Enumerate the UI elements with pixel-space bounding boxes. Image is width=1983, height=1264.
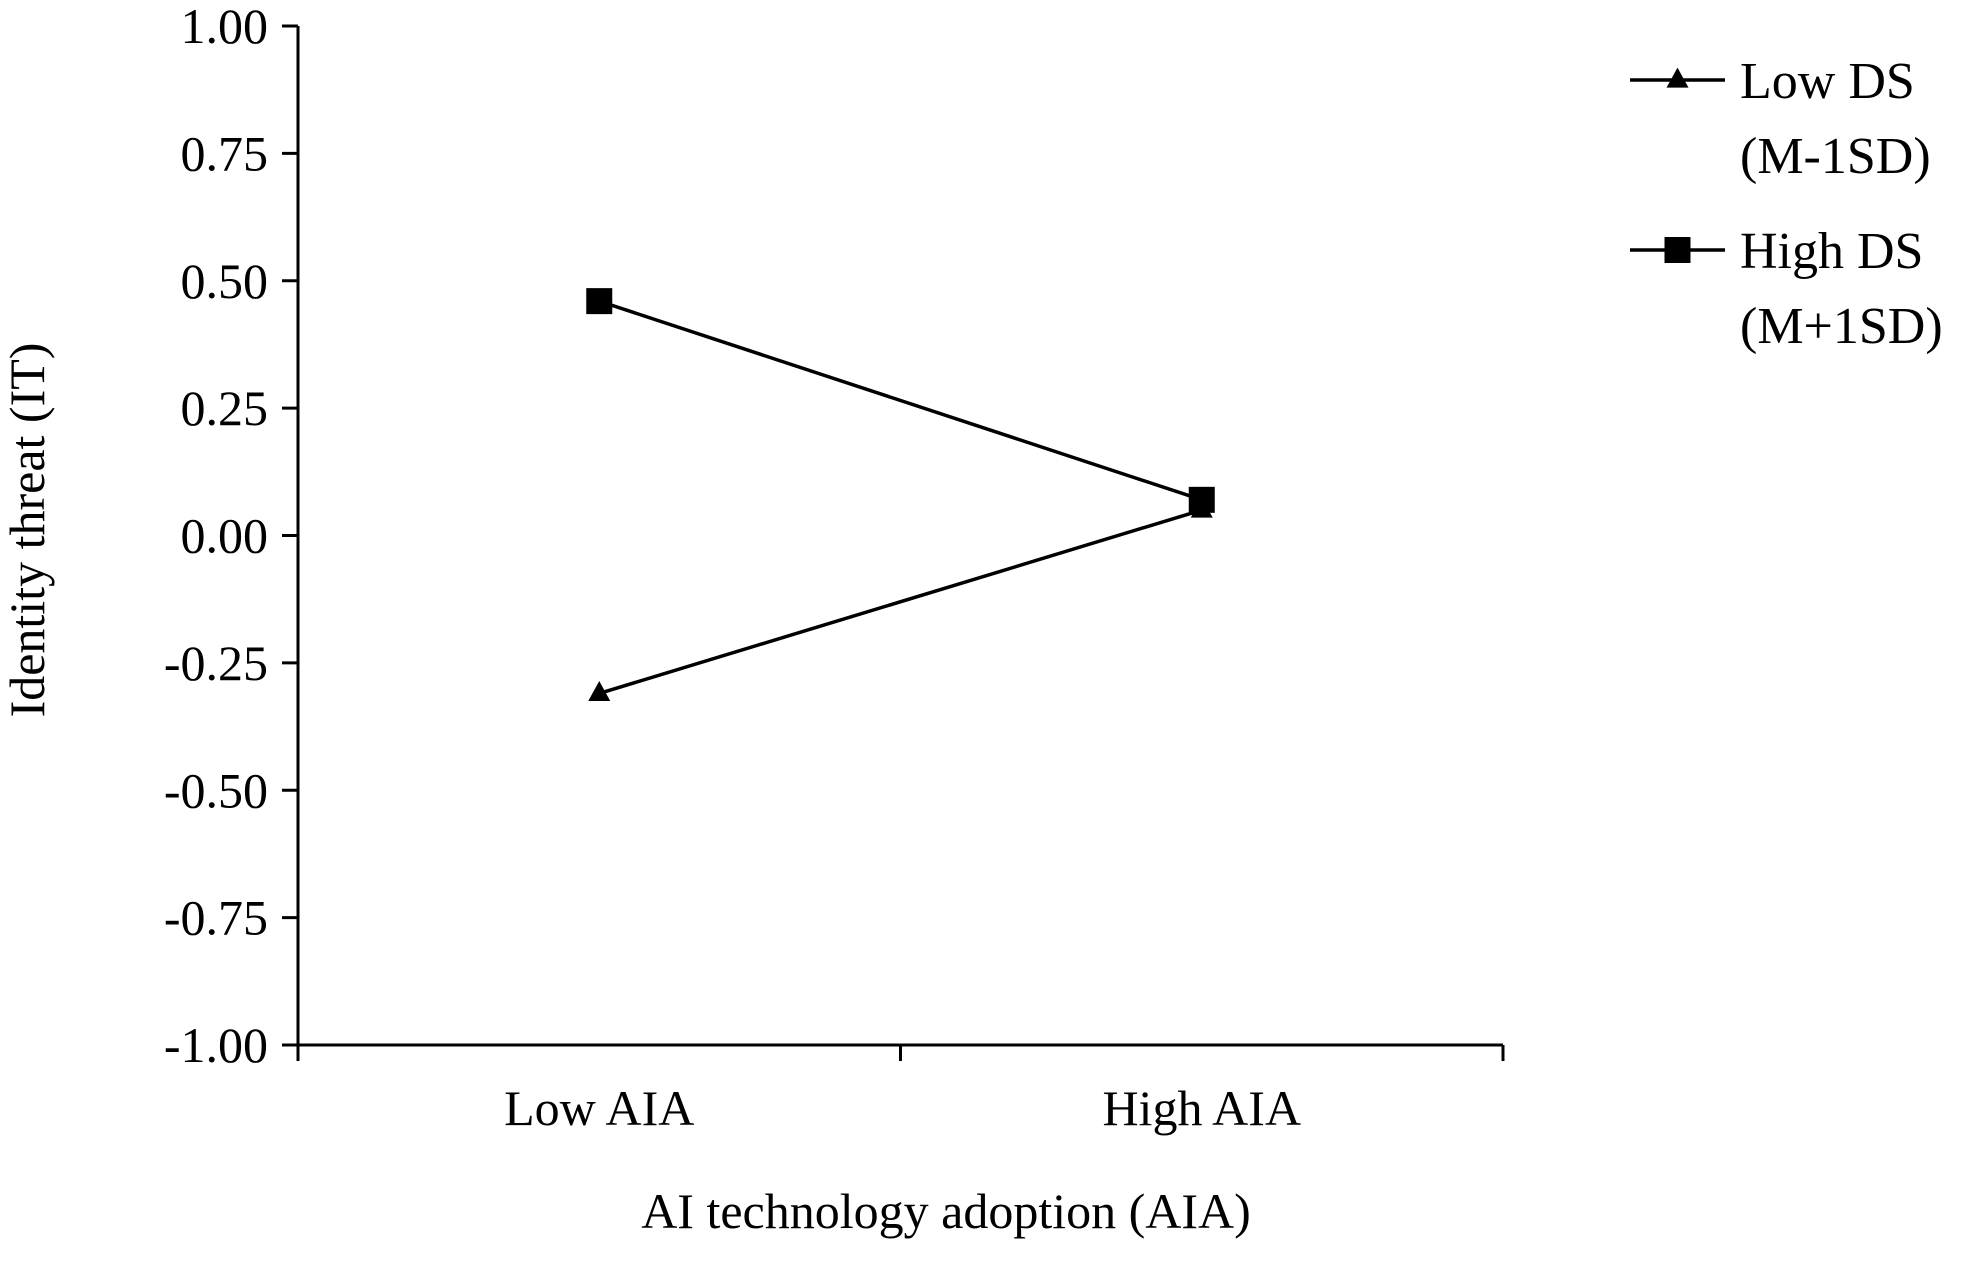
y-tick-label: 0.00 [181, 508, 269, 564]
y-tick-label: 1.00 [181, 0, 269, 54]
legend-label: (M+1SD) [1740, 298, 1943, 355]
legend-triangle-marker [1666, 67, 1689, 88]
y-tick-label: -0.50 [164, 762, 268, 818]
series-line [598, 508, 1203, 696]
series-line [598, 299, 1203, 502]
x-tick-label: Low AIA [504, 1080, 694, 1136]
x-axis-title: AI technology adoption (AIA) [641, 1183, 1251, 1239]
legend-square-marker [1664, 237, 1691, 263]
y-tick-label: -0.25 [164, 635, 268, 691]
y-axis-title: Identity threat (IT) [0, 343, 55, 718]
legend-label: High DS [1740, 223, 1923, 280]
legend-item: Low DS (M-1SD) [1630, 53, 1931, 185]
legend-item: High DS (M+1SD) [1630, 223, 1943, 355]
square-marker [1188, 486, 1215, 513]
legend-label: Low DS [1740, 53, 1915, 110]
series-low-ds [588, 497, 1213, 702]
x-tick-label: High AIA [1102, 1080, 1301, 1136]
legend-label: (M-1SD) [1740, 128, 1931, 185]
square-marker [586, 288, 613, 315]
axes: 1.00 0.75 0.50 0.25 0.00 -0.25 -0.50 -0.75 -1.00… [164, 0, 1505, 1136]
y-tick-label: 0.75 [181, 125, 269, 181]
plot-area [586, 288, 1215, 702]
y-tick-label: -1.00 [164, 1017, 268, 1073]
y-tick-label: 0.25 [181, 380, 269, 436]
y-tick-label: 0.50 [181, 253, 269, 309]
triangle-marker [588, 681, 611, 702]
legend: Low DS (M-1SD) High DS (M+1SD) [1630, 53, 1943, 355]
series-high-ds [586, 288, 1215, 513]
y-tick-label: -0.75 [164, 890, 268, 946]
